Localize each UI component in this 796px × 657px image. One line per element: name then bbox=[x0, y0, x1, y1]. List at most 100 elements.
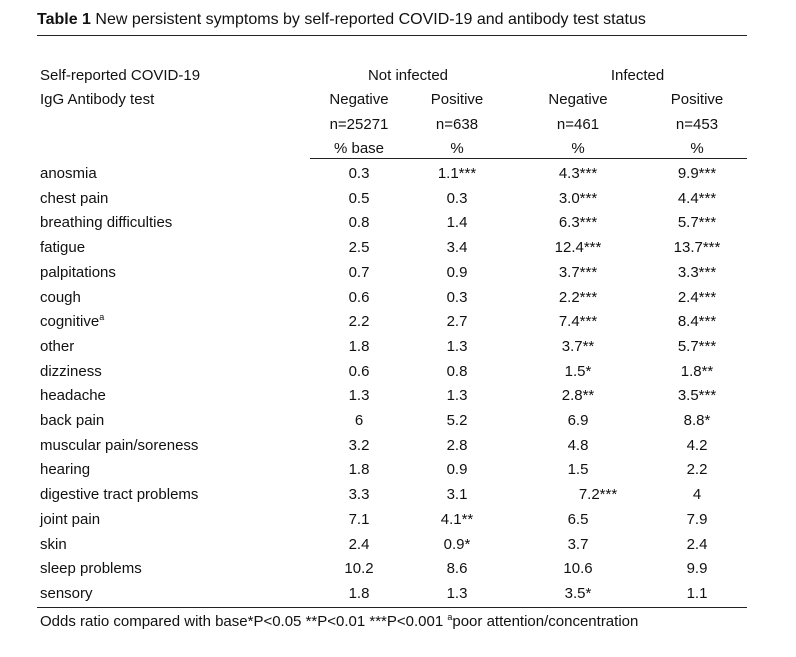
table-cell: 1.3 bbox=[446, 585, 468, 602]
row-label-text: dizziness bbox=[40, 363, 102, 380]
table-cell: 3.2 bbox=[348, 437, 370, 454]
row-label-text: skin bbox=[40, 536, 67, 553]
table-cell: 6.3*** bbox=[558, 214, 598, 231]
bottom-rule bbox=[37, 607, 747, 608]
table-cell: 3.1 bbox=[446, 486, 468, 503]
table-cell: 0.7 bbox=[348, 264, 370, 281]
column-header-result: Negative bbox=[548, 91, 608, 108]
group-header-infected: Infected bbox=[610, 67, 665, 84]
column-header-result: Positive bbox=[670, 91, 724, 108]
table-cell: 2.4*** bbox=[677, 289, 717, 306]
row-label-text: cognitive bbox=[40, 313, 100, 330]
table-cell: 8.4*** bbox=[677, 313, 717, 330]
column-header-result: Negative bbox=[329, 91, 389, 108]
table-cell: 2.8 bbox=[446, 437, 468, 454]
row-label: palpitations bbox=[40, 263, 116, 283]
row-label-text: headache bbox=[40, 387, 106, 404]
footnote-text-definition: poor attention/concentration bbox=[452, 613, 639, 630]
table-cell: 0.3 bbox=[446, 289, 468, 306]
table-caption-text: New persistent symptoms by self-reported… bbox=[90, 11, 646, 28]
column-header-result: Positive bbox=[430, 91, 484, 108]
table-cell: 12.4*** bbox=[554, 239, 602, 256]
table-cell: 2.5 bbox=[348, 239, 370, 256]
footnote-marker: a bbox=[447, 612, 453, 622]
table-cell: 1.8** bbox=[680, 363, 714, 380]
row-label-text: muscular pain/soreness bbox=[40, 437, 199, 454]
row-label-text: other bbox=[40, 338, 75, 355]
table-cell: 3.5* bbox=[564, 585, 592, 602]
row-label: back pain bbox=[40, 411, 104, 431]
row-header-line1: Self-reported COVID-19 bbox=[40, 67, 201, 84]
row-label: muscular pain/soreness bbox=[40, 436, 198, 456]
table-cell: 3.0*** bbox=[558, 190, 598, 207]
table-cell: 4.4*** bbox=[677, 190, 717, 207]
row-label-text: anosmia bbox=[40, 165, 97, 182]
table-cell: 0.3 bbox=[348, 165, 370, 182]
table-cell: 1.8 bbox=[348, 585, 370, 602]
table-cell: 4.3*** bbox=[558, 165, 598, 182]
table-cell: 5.2 bbox=[446, 412, 468, 429]
row-label: other bbox=[40, 337, 74, 357]
table-caption: Table 1 New persistent symptoms by self-… bbox=[37, 9, 747, 36]
table-cell: 1.3 bbox=[348, 387, 370, 404]
table-cell: 4.1** bbox=[440, 511, 474, 528]
row-label-footnote-marker: a bbox=[99, 312, 105, 322]
table-cell: 0.6 bbox=[348, 289, 370, 306]
row-label-text: cough bbox=[40, 289, 81, 306]
row-label: chest pain bbox=[40, 189, 108, 209]
row-label-text: breathing difficulties bbox=[40, 214, 173, 231]
table-cell: 0.9 bbox=[446, 461, 468, 478]
row-label: breathing difficulties bbox=[40, 213, 172, 233]
table-cell: 2.4 bbox=[686, 536, 708, 553]
table-cell: 1.1 bbox=[686, 585, 708, 602]
table-cell: 3.3 bbox=[348, 486, 370, 503]
table-cell: 0.6 bbox=[348, 363, 370, 380]
table-cell: 3.5*** bbox=[677, 387, 717, 404]
row-label: joint pain bbox=[40, 510, 100, 530]
table-cell: 0.9* bbox=[443, 536, 471, 553]
table-cell: 1.3 bbox=[446, 338, 468, 355]
row-label: skin bbox=[40, 535, 67, 555]
row-label: cough bbox=[40, 288, 81, 308]
table-cell: 4.8 bbox=[567, 437, 589, 454]
table-caption-label: Table 1 bbox=[37, 11, 91, 28]
table-cell: 7.4*** bbox=[558, 313, 598, 330]
table-cell: 9.9 bbox=[686, 560, 708, 577]
table-cell: 1.5* bbox=[564, 363, 592, 380]
table-cell: 3.7*** bbox=[558, 264, 598, 281]
table-cell: 0.9 bbox=[446, 264, 468, 281]
table-cell: 6.5 bbox=[567, 511, 589, 528]
footnote-text: Odds ratio compared with base*P<0.05 **P… bbox=[40, 613, 448, 630]
table-cell: 5.7*** bbox=[677, 338, 717, 355]
row-label: sleep problems bbox=[40, 559, 142, 579]
table-cell: 5.7*** bbox=[677, 214, 717, 231]
row-label: cognitivea bbox=[40, 312, 104, 332]
table-cell: 10.2 bbox=[344, 560, 374, 577]
row-label-text: sleep problems bbox=[40, 560, 142, 577]
table-cell: 0.8 bbox=[348, 214, 370, 231]
table-cell: 2.7 bbox=[446, 313, 468, 330]
row-label: digestive tract problems bbox=[40, 485, 198, 505]
column-header-n: n=25271 bbox=[329, 116, 389, 133]
table-cell: 0.5 bbox=[348, 190, 370, 207]
column-header-n: n=453 bbox=[675, 116, 719, 133]
table-cell: 10.6 bbox=[563, 560, 593, 577]
table-cell: 3.3*** bbox=[677, 264, 717, 281]
table-cell: 3.7** bbox=[561, 338, 595, 355]
table-cell: 2.2 bbox=[348, 313, 370, 330]
row-label-text: joint pain bbox=[40, 511, 101, 528]
table-cell: 2.2*** bbox=[558, 289, 598, 306]
row-label: fatigue bbox=[40, 238, 85, 258]
row-label-text: fatigue bbox=[40, 239, 86, 256]
row-label-text: chest pain bbox=[40, 190, 109, 207]
row-label: hearing bbox=[40, 460, 90, 480]
table-cell: 1.1*** bbox=[437, 165, 477, 182]
table-cell: 6 bbox=[354, 412, 364, 429]
table-footnote: Odds ratio compared with base*P<0.05 **P… bbox=[40, 612, 638, 632]
row-label-text: sensory bbox=[40, 585, 93, 602]
row-label-text: hearing bbox=[40, 461, 91, 478]
table-cell: 9.9*** bbox=[677, 165, 717, 182]
row-label: anosmia bbox=[40, 164, 97, 184]
column-header-n: n=461 bbox=[556, 116, 600, 133]
table-cell: 7.9 bbox=[686, 511, 708, 528]
